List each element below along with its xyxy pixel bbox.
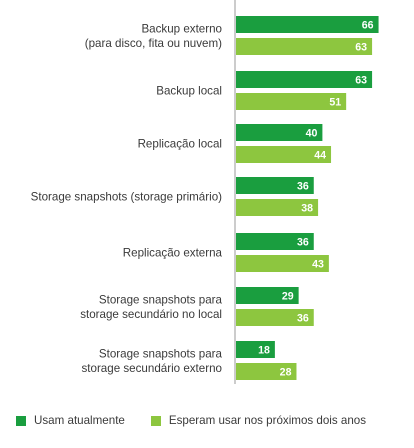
- data-label-usam-atualmente-4: 36: [297, 237, 309, 249]
- legend-label-esperam-usar: Esperam usar nos próximos dois anos: [168, 414, 367, 427]
- category-label-1: Backup local: [156, 85, 222, 98]
- legend-item-usam-atualmente: Usam atualmente: [16, 414, 125, 427]
- legend-label-usam-atualmente: Usam atualmente: [34, 414, 125, 427]
- category-label-line: Storage snapshots (storage primário): [31, 191, 223, 204]
- legend-item-esperam-usar: Esperam usar nos próximos dois anos: [150, 414, 367, 427]
- bar-usam-atualmente-2: [236, 124, 323, 141]
- bar-usam-atualmente-1: [236, 71, 373, 88]
- category-label-line: (para disco, fita ou nuvem): [85, 37, 222, 50]
- category-label-line: Backup local: [156, 85, 222, 98]
- bar-usam-atualmente-0: [236, 16, 379, 33]
- bar-usam-atualmente-3: [236, 177, 314, 194]
- data-label-usam-atualmente-2: 40: [306, 128, 318, 140]
- category-label-2: Replicação local: [138, 138, 222, 151]
- data-label-usam-atualmente-1: 63: [355, 75, 367, 87]
- legend-swatch-esperam-usar: [150, 415, 161, 426]
- category-label-3: Storage snapshots (storage primário): [31, 191, 223, 204]
- data-label-esperam-usar-2: 44: [314, 150, 326, 162]
- data-label-usam-atualmente-6: 18: [258, 345, 270, 357]
- category-label-line: storage secundário externo: [81, 362, 222, 375]
- data-label-esperam-usar-0: 63: [355, 42, 367, 54]
- bar-usam-atualmente-4: [236, 233, 314, 250]
- legend-swatch-usam-atualmente: [16, 415, 26, 426]
- bar-esperam-usar-1: [236, 93, 347, 110]
- category-label-0: Backup externo (para disco, fita ou nuvem…: [85, 22, 222, 50]
- category-label-5: Storage snapshots para storage secundário…: [80, 293, 222, 321]
- category-label-6: Storage snapshots para storage secundário…: [81, 347, 222, 375]
- category-label-line: Backup externo: [141, 22, 222, 35]
- data-label-esperam-usar-4: 43: [312, 259, 324, 271]
- bar-usam-atualmente-6: [236, 341, 275, 358]
- data-label-usam-atualmente-3: 36: [297, 181, 309, 193]
- bar-esperam-usar-3: [236, 199, 319, 216]
- data-label-usam-atualmente-5: 29: [282, 291, 294, 303]
- data-label-esperam-usar-6: 28: [280, 367, 292, 379]
- data-label-esperam-usar-1: 51: [329, 97, 341, 109]
- data-label-esperam-usar-5: 36: [297, 313, 309, 325]
- bar-esperam-usar-2: [236, 146, 332, 163]
- bar-esperam-usar-5: [236, 309, 314, 326]
- category-label-line: Replicação externa: [123, 247, 223, 260]
- data-label-usam-atualmente-0: 66: [362, 20, 374, 32]
- category-label-4: Replicação externa: [123, 247, 223, 260]
- category-label-line: Storage snapshots para: [99, 347, 223, 360]
- category-label-line: Replicação local: [138, 138, 222, 151]
- bar-esperam-usar-6: [236, 363, 297, 380]
- legend: Usam atualmente Esperam usar nos próximo…: [16, 414, 408, 427]
- bar-esperam-usar-4: [236, 255, 329, 272]
- bar-usam-atualmente-5: [236, 287, 299, 304]
- category-label-line: Storage snapshots para: [99, 293, 223, 306]
- category-label-line: storage secundário no local: [80, 308, 222, 321]
- data-label-esperam-usar-3: 38: [301, 203, 313, 215]
- bar-esperam-usar-0: [236, 38, 373, 55]
